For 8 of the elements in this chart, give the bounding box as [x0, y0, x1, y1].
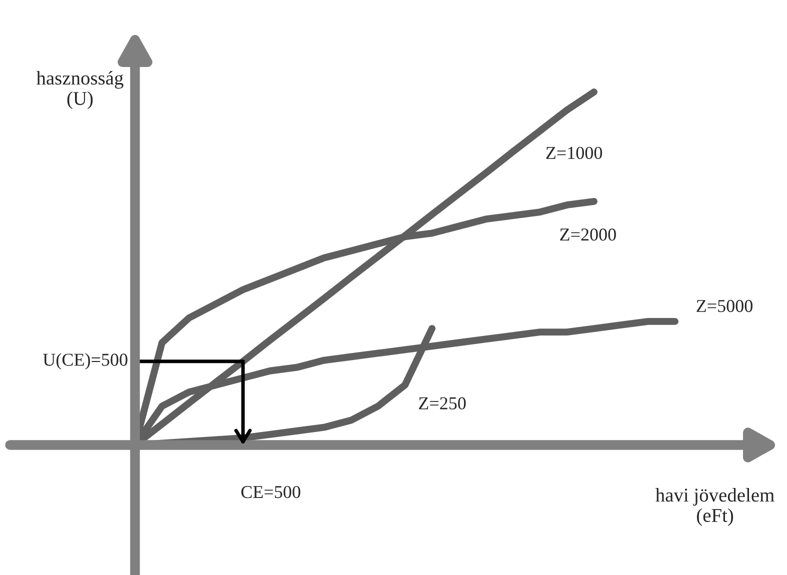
series-label: Z=5000 — [696, 300, 752, 312]
series-label: Z=2000 — [560, 228, 616, 241]
text: CE=500 — [241, 486, 300, 498]
series-label: Z=1000 — [546, 146, 602, 160]
series-label: Z=250 — [418, 397, 466, 410]
x-axis-title: havi jövedelem (eFt) — [656, 488, 774, 526]
annotation: U(CE)=500 — [43, 353, 128, 370]
y-axis-title: hasznosság (U) — [36, 70, 124, 110]
